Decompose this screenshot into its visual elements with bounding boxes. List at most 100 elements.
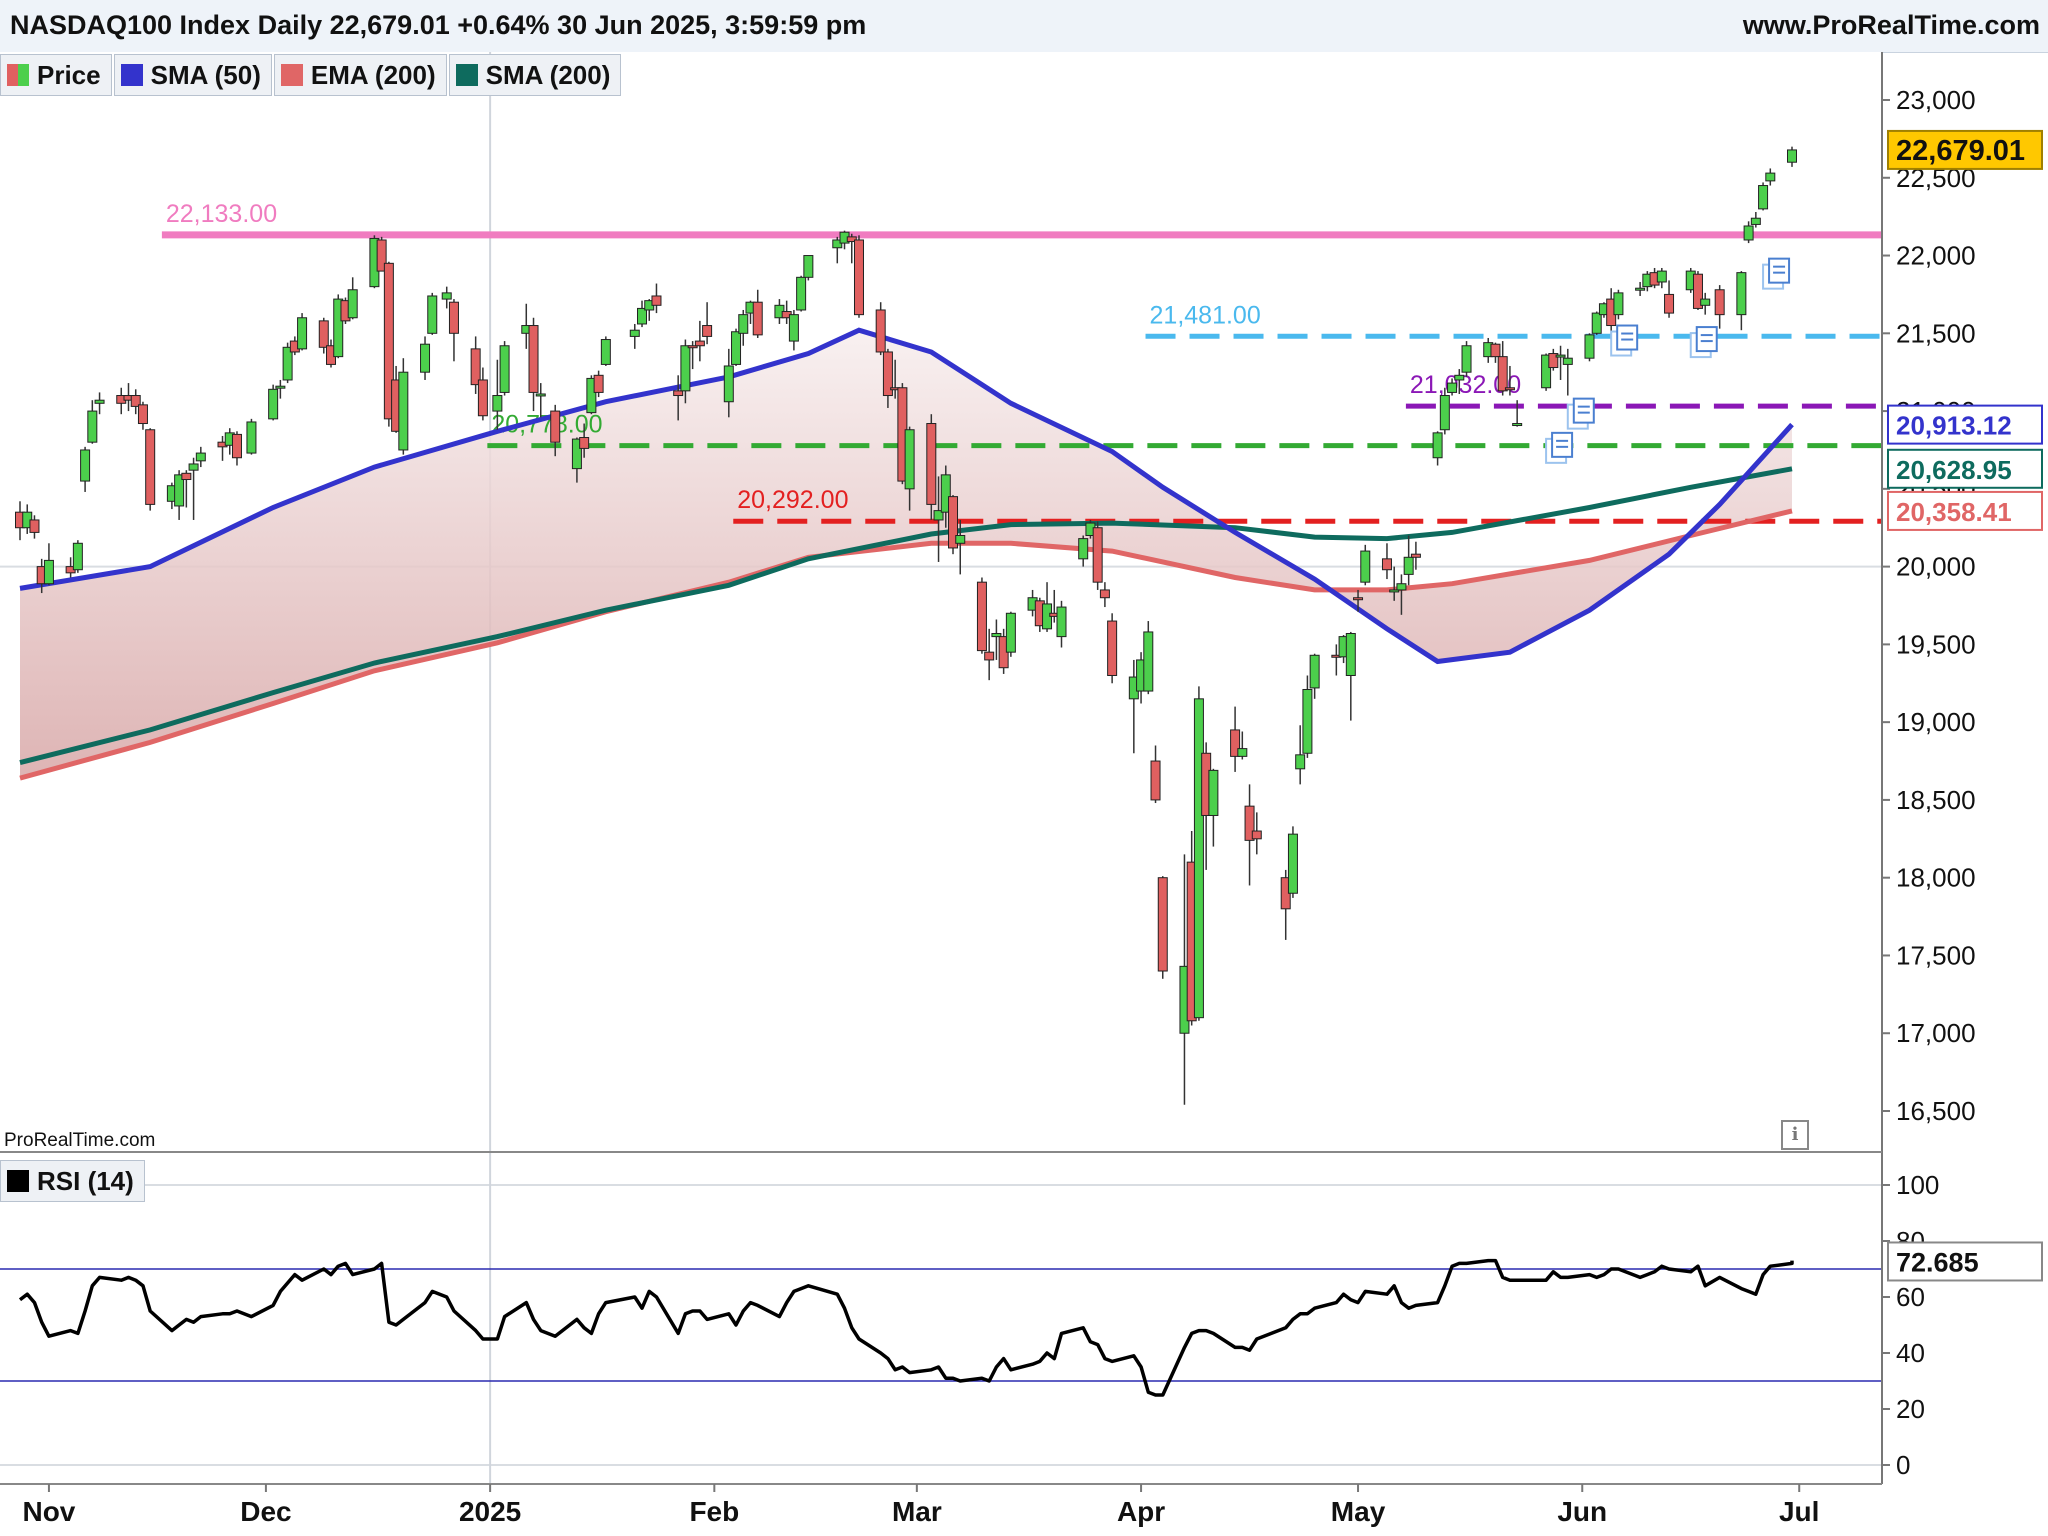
legend-item-sma200[interactable]: SMA (200): [448, 54, 622, 96]
candle[interactable]: [87, 410, 98, 443]
candle[interactable]: [738, 314, 749, 334]
news-icon[interactable]: [1695, 326, 1718, 353]
candle[interactable]: [528, 325, 539, 393]
candle[interactable]: [275, 385, 286, 389]
candle[interactable]: [318, 320, 329, 348]
rsi-line[interactable]: [18, 1258, 1794, 1397]
candle[interactable]: [448, 301, 459, 334]
candle[interactable]: [1157, 877, 1168, 972]
candle[interactable]: [72, 542, 83, 571]
sma50-line[interactable]: [19, 327, 1794, 665]
candle[interactable]: [875, 309, 886, 353]
legend-item-rsi[interactable]: RSI (14): [0, 1160, 145, 1202]
candle[interactable]: [492, 395, 503, 412]
news-icon[interactable]: [1768, 257, 1791, 284]
candle[interactable]: [174, 474, 185, 507]
candle[interactable]: [694, 340, 705, 347]
candle[interactable]: [788, 314, 799, 342]
candle[interactable]: [687, 345, 698, 349]
candle[interactable]: [1736, 272, 1747, 316]
candle[interactable]: [246, 421, 257, 454]
candle[interactable]: [1439, 395, 1450, 431]
candle[interactable]: [181, 472, 192, 481]
candle[interactable]: [1287, 833, 1298, 894]
legend-item-ema200[interactable]: EMA (200): [273, 54, 447, 96]
candle[interactable]: [1758, 185, 1769, 210]
candle[interactable]: [1656, 270, 1667, 283]
candle[interactable]: [333, 298, 344, 358]
candle[interactable]: [1454, 374, 1465, 381]
candle[interactable]: [1541, 354, 1552, 389]
candle[interactable]: [1078, 538, 1089, 560]
candle[interactable]: [470, 348, 481, 386]
candle[interactable]: [535, 393, 546, 397]
candle[interactable]: [1591, 312, 1602, 334]
candle[interactable]: [853, 239, 864, 316]
candle[interactable]: [1787, 149, 1797, 163]
candle[interactable]: [137, 404, 148, 425]
candle[interactable]: [637, 307, 648, 325]
candle[interactable]: [297, 317, 308, 350]
candle[interactable]: [1562, 357, 1573, 365]
candle[interactable]: [1584, 334, 1595, 359]
candle[interactable]: [1107, 620, 1118, 676]
candle[interactable]: [1099, 589, 1110, 599]
candle[interactable]: [1208, 769, 1219, 816]
candle[interactable]: [991, 632, 1002, 638]
candle[interactable]: [600, 339, 611, 365]
candle[interactable]: [1555, 354, 1566, 358]
candle[interactable]: [29, 519, 40, 533]
news-icon[interactable]: [1572, 397, 1595, 424]
candle[interactable]: [1410, 553, 1421, 558]
candle[interactable]: [571, 438, 582, 470]
candle[interactable]: [231, 433, 242, 459]
candle[interactable]: [651, 295, 662, 306]
candle[interactable]: [1432, 432, 1443, 459]
ema200-line[interactable]: [19, 508, 1793, 781]
candle[interactable]: [1251, 830, 1262, 840]
candle[interactable]: [188, 463, 199, 471]
candle[interactable]: [882, 351, 893, 397]
candle[interactable]: [948, 496, 959, 549]
candle[interactable]: [1396, 583, 1407, 591]
candle[interactable]: [1635, 287, 1646, 291]
candle[interactable]: [268, 388, 279, 420]
candle[interactable]: [1714, 289, 1725, 316]
candle[interactable]: [376, 239, 387, 272]
candle[interactable]: [955, 535, 966, 544]
candle[interactable]: [1005, 612, 1016, 653]
candle[interactable]: [1743, 225, 1754, 241]
candle[interactable]: [586, 377, 597, 414]
candle[interactable]: [94, 399, 105, 404]
candle[interactable]: [427, 295, 438, 334]
candle[interactable]: [976, 581, 987, 652]
candle[interactable]: [420, 343, 431, 373]
candle[interactable]: [1237, 748, 1248, 757]
info-icon[interactable]: i: [1781, 1120, 1809, 1150]
candle[interactable]: [680, 345, 691, 392]
candle[interactable]: [441, 292, 452, 300]
candle[interactable]: [1193, 698, 1204, 1019]
candle[interactable]: [398, 371, 409, 451]
candle[interactable]: [723, 365, 734, 403]
candle[interactable]: [1403, 556, 1414, 575]
candle[interactable]: [145, 429, 156, 505]
candle[interactable]: [477, 379, 488, 417]
candle[interactable]: [1345, 632, 1356, 676]
candle[interactable]: [1700, 298, 1711, 306]
candle[interactable]: [383, 262, 394, 420]
legend-item-sma50[interactable]: SMA (50): [113, 54, 272, 96]
candle[interactable]: [130, 395, 141, 407]
candle[interactable]: [195, 452, 206, 462]
candle[interactable]: [1150, 760, 1161, 801]
candle[interactable]: [1302, 688, 1313, 754]
candle[interactable]: [1692, 273, 1703, 309]
candle[interactable]: [1750, 217, 1761, 225]
candle[interactable]: [282, 346, 293, 381]
candle[interactable]: [1230, 729, 1241, 757]
candle[interactable]: [1353, 597, 1364, 601]
candle[interactable]: [832, 239, 843, 249]
candle[interactable]: [1389, 589, 1400, 593]
candle[interactable]: [1461, 345, 1472, 373]
